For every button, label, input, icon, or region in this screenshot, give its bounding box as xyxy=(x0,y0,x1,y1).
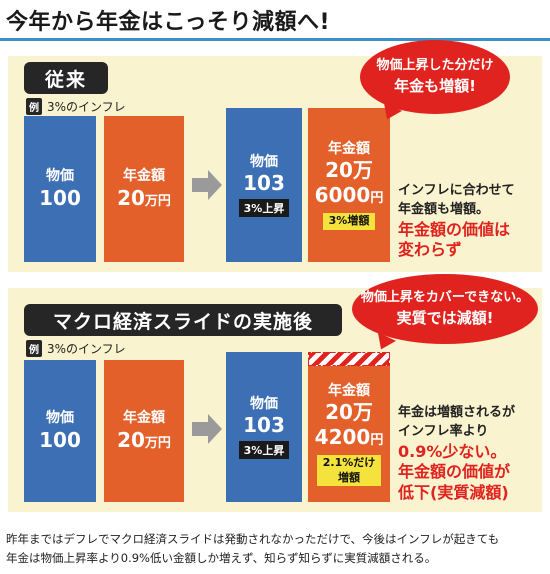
bar-label: 年金額 xyxy=(328,383,370,400)
increase-badge: 2.1%だけ 増額 xyxy=(316,455,382,486)
note-conventional: インフレに合わせて 年金額も増額。 年金額の価値は 変わらず xyxy=(398,183,515,260)
callout-bubble-b: 物価上昇をカバーできない。 実質では減額! xyxy=(352,274,538,344)
example-macro-slide: 例 3%のインフレ xyxy=(26,340,126,357)
arrow-right-icon xyxy=(192,414,222,444)
title-underline xyxy=(0,38,550,41)
bar-value: 103 xyxy=(243,171,285,196)
bar-label: 物価 xyxy=(250,153,278,170)
note-macro-slide: 年金は増額されるが インフレ率より 0.9%少ない。 年金額の価値が 低下(実質… xyxy=(398,405,516,503)
increase-badge: 3%増額 xyxy=(322,213,376,230)
bar-value: 20万円 xyxy=(117,427,171,452)
bar-value-line1: 20万 xyxy=(325,400,373,425)
bar-label: 年金額 xyxy=(123,168,165,185)
section-label-conventional: 従来 xyxy=(24,62,108,94)
example-badge: 例 xyxy=(26,98,42,115)
footer-caption: 昨年まではデフレでマクロ経済スライドは発動されなかっただけで、今後はインフレが起… xyxy=(6,532,500,565)
example-conventional: 例 3%のインフレ xyxy=(26,98,126,115)
bar-label: 年金額 xyxy=(123,410,165,427)
bar-price-before-b: 物価 100 xyxy=(24,360,96,502)
bar-pension-before-a: 年金額 20万円 xyxy=(104,116,184,262)
bar-label: 物価 xyxy=(46,410,74,427)
bar-price-after-b: 物価 103 3%上昇 xyxy=(226,352,302,502)
arrow-right-icon xyxy=(192,170,222,200)
bar-value: 103 xyxy=(243,413,285,438)
bar-pension-after-b: 年金額 20万 4200円 2.1%だけ 増額 xyxy=(308,366,390,502)
example-text: 3%のインフレ xyxy=(47,342,126,356)
bar-pension-before-b: 年金額 20万円 xyxy=(104,360,184,502)
rise-badge: 3%上昇 xyxy=(238,441,290,460)
bar-value-line1: 20万 xyxy=(325,158,373,183)
bar-value: 100 xyxy=(39,185,81,210)
shortfall-hatch xyxy=(308,352,390,366)
bar-price-after-a: 物価 103 3%上昇 xyxy=(226,108,302,262)
page-title: 今年から年金はこっそり減額へ! xyxy=(6,10,330,35)
example-badge: 例 xyxy=(26,340,42,357)
bar-value: 100 xyxy=(39,427,81,452)
bar-value: 20万円 xyxy=(117,185,171,210)
bar-pension-after-a: 年金額 20万 6000円 3%増額 xyxy=(308,108,390,262)
bar-value-line2: 6000円 xyxy=(314,183,384,208)
bar-label: 物価 xyxy=(250,395,278,412)
section-label-macro-slide: マクロ経済スライドの実施後 xyxy=(24,304,342,336)
bar-label: 年金額 xyxy=(328,141,370,158)
callout-bubble-a: 物価上昇した分だけ 年金も増額! xyxy=(360,40,510,114)
example-text: 3%のインフレ xyxy=(47,100,126,114)
bar-price-before-a: 物価 100 xyxy=(24,116,96,262)
bar-label: 物価 xyxy=(46,168,74,185)
bar-value-line2: 4200円 xyxy=(314,425,384,450)
rise-badge: 3%上昇 xyxy=(238,199,290,218)
